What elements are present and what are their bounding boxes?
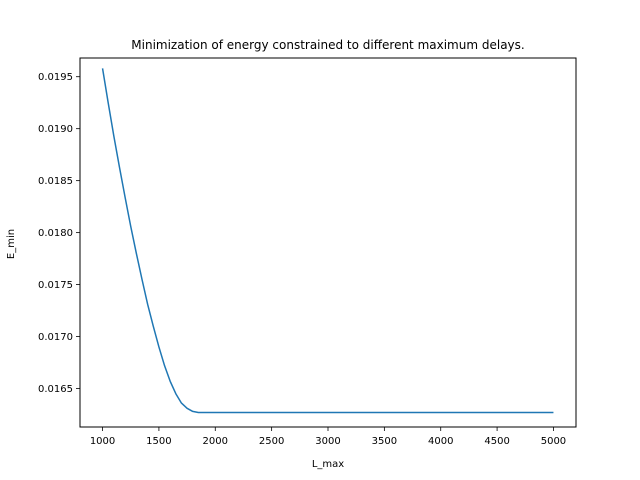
x-tick-label: 3000 [315, 436, 340, 447]
plot-frame [79, 57, 577, 428]
x-tick-label: 3500 [372, 436, 397, 447]
chart-title: Minimization of energy constrained to di… [131, 38, 524, 52]
x-tick-label: 1500 [146, 436, 171, 447]
y-tick-label: 0.0180 [38, 228, 73, 239]
y-axis: 0.0165 0.0170 0.0175 0.0180 0.0185 0.0190 0.01… [38, 72, 80, 395]
y-tick-label: 0.0185 [38, 176, 73, 187]
x-axis-label: L_max [312, 459, 344, 470]
y-tick-label: 0.0190 [38, 124, 73, 135]
x-tick-label: 4500 [484, 436, 509, 447]
y-tick-label: 0.0195 [38, 72, 73, 83]
x-tick-label: 5000 [541, 436, 566, 447]
plot-area [101, 68, 554, 414]
series-line [101, 68, 554, 414]
y-tick-label: 0.0175 [38, 280, 73, 291]
x-axis: 1000 1500 2000 2500 3000 3500 4000 4500 5000 [90, 427, 566, 447]
y-tick-label: 0.0170 [38, 332, 73, 343]
y-tick-label: 0.0165 [38, 384, 73, 395]
x-tick-label: 2500 [259, 436, 284, 447]
x-tick-label: 2000 [203, 436, 228, 447]
x-tick-label: 4000 [428, 436, 453, 447]
y-axis-label: E_min [6, 229, 17, 259]
x-tick-label: 1000 [90, 436, 115, 447]
